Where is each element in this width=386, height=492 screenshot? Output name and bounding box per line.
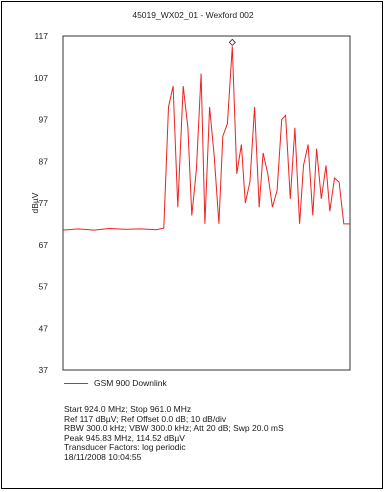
chart-title: 45019_WX02_01 - Wexford 002: [132, 10, 254, 20]
peak-marker: [228, 38, 236, 46]
y-tick-label: 57: [39, 282, 49, 292]
info-line: 18/11/2008 10:04:55: [64, 451, 142, 462]
y-tick-label: 97: [39, 115, 49, 125]
y-tick-label: 67: [39, 240, 49, 250]
info-line: Peak 945.83 MHz, 114.52 dBµV: [64, 432, 185, 443]
y-axis-label: dBµV: [30, 192, 40, 213]
y-tick-label: 77: [39, 198, 49, 208]
plot-area: [62, 35, 351, 371]
measurement-info: Start 924.0 MHz; Stop 961.0 MHz Ref 117 d…: [64, 404, 284, 462]
info-line: Transducer Factors: log periodic: [64, 442, 186, 452]
legend-swatch: [64, 383, 88, 384]
y-tick-label: 107: [34, 73, 48, 83]
y-tick-label: 117: [34, 31, 48, 41]
y-tick-label: 87: [39, 156, 49, 166]
legend-label: GSM 900 Downlink: [94, 378, 167, 388]
y-tick-label: 47: [39, 323, 49, 333]
info-line: RBW 300.0 kHz; VBW 300.0 kHz; Att 20 dB;…: [64, 423, 284, 433]
info-line: Start 924.0 MHz; Stop 961.0 MHz: [64, 404, 192, 414]
info-line: Ref 117 dBµV; Ref Offset 0.0 dB; 10 dB/d…: [64, 413, 227, 424]
y-tick-label: 37: [39, 365, 49, 375]
spectrum-chart: 117 107 97 87 77 67 57 47 37 dBµV: [30, 31, 351, 375]
series-line-gsm-900-downlink: [62, 46, 350, 231]
